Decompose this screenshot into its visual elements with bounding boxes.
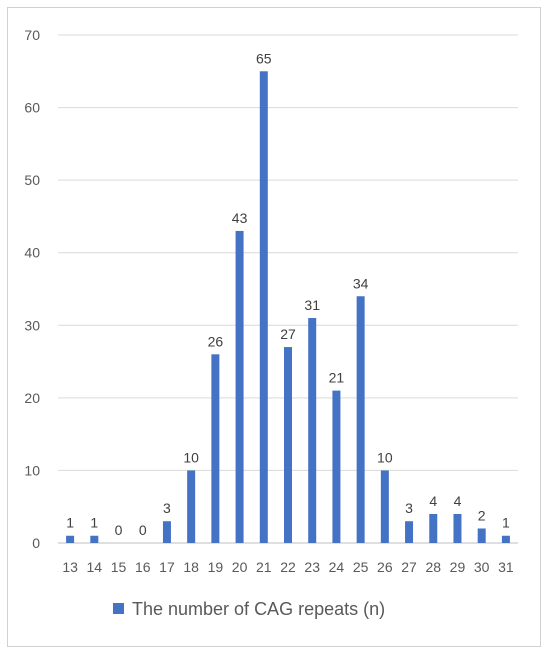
y-tick-label: 40 — [24, 245, 40, 261]
x-tick-label: 23 — [304, 559, 320, 575]
bar — [187, 470, 196, 543]
x-tick-label: 21 — [256, 559, 272, 575]
bar — [332, 390, 341, 543]
x-tick-label: 13 — [62, 559, 78, 575]
bar — [380, 470, 389, 543]
data-label: 21 — [329, 370, 345, 386]
bar — [90, 535, 99, 543]
y-axis: 0 10 20 30 40 50 60 70 — [24, 27, 40, 551]
legend-swatch — [113, 603, 124, 614]
x-tick-label: 27 — [401, 559, 417, 575]
y-tick-label: 50 — [24, 172, 40, 188]
data-label: 1 — [502, 515, 510, 531]
bar — [501, 535, 510, 543]
x-tick-label: 14 — [87, 559, 103, 575]
x-tick-label: 25 — [353, 559, 369, 575]
data-label: 4 — [429, 493, 437, 509]
bars — [66, 71, 510, 544]
data-label: 3 — [163, 500, 171, 516]
x-tick-label: 15 — [111, 559, 127, 575]
bar — [477, 528, 486, 543]
x-tick-label: 31 — [498, 559, 514, 575]
bar — [308, 318, 317, 543]
data-label: 0 — [115, 522, 123, 538]
y-tick-label: 60 — [24, 100, 40, 116]
gridlines — [58, 34, 518, 544]
x-tick-label: 18 — [183, 559, 199, 575]
data-label: 65 — [256, 50, 272, 66]
data-label: 31 — [304, 297, 320, 313]
x-tick-label: 24 — [329, 559, 345, 575]
data-label: 1 — [66, 515, 74, 531]
legend: The number of CAG repeats (n) — [113, 599, 385, 619]
x-tick-label: 29 — [450, 559, 466, 575]
bar — [405, 521, 414, 543]
y-tick-label: 10 — [24, 462, 40, 478]
bar — [211, 354, 220, 543]
bar — [284, 347, 292, 543]
data-label: 1 — [90, 515, 98, 531]
data-label: 27 — [280, 326, 296, 342]
bar — [259, 71, 268, 544]
data-label: 0 — [139, 522, 147, 538]
data-label: 10 — [183, 449, 199, 465]
x-tick-label: 30 — [474, 559, 490, 575]
data-label: 34 — [353, 275, 369, 291]
x-tick-label: 16 — [135, 559, 151, 575]
bar — [235, 230, 244, 543]
bar — [356, 296, 365, 543]
x-tick-label: 26 — [377, 559, 393, 575]
data-label: 2 — [478, 507, 486, 523]
x-tick-label: 22 — [280, 559, 296, 575]
data-label: 3 — [405, 500, 413, 516]
data-label: 26 — [208, 333, 224, 349]
data-label: 10 — [377, 449, 393, 465]
x-tick-label: 28 — [425, 559, 441, 575]
bar — [162, 521, 171, 543]
x-tick-label: 17 — [159, 559, 175, 575]
data-label: 43 — [232, 210, 248, 226]
x-tick-label: 20 — [232, 559, 248, 575]
x-tick-label: 19 — [208, 559, 224, 575]
y-tick-label: 70 — [24, 27, 40, 43]
x-axis: 13 14 15 16 17 18 19 20 21 22 23 24 25 26 27 28 29 30 31 — [62, 559, 514, 575]
y-tick-label: 0 — [32, 535, 40, 551]
y-tick-label: 20 — [24, 390, 40, 406]
y-tick-label: 30 — [24, 317, 40, 333]
bar — [66, 535, 75, 543]
bar — [453, 513, 462, 543]
bar — [429, 513, 438, 543]
data-label: 4 — [454, 493, 462, 509]
legend-label: The number of CAG repeats (n) — [132, 599, 385, 619]
